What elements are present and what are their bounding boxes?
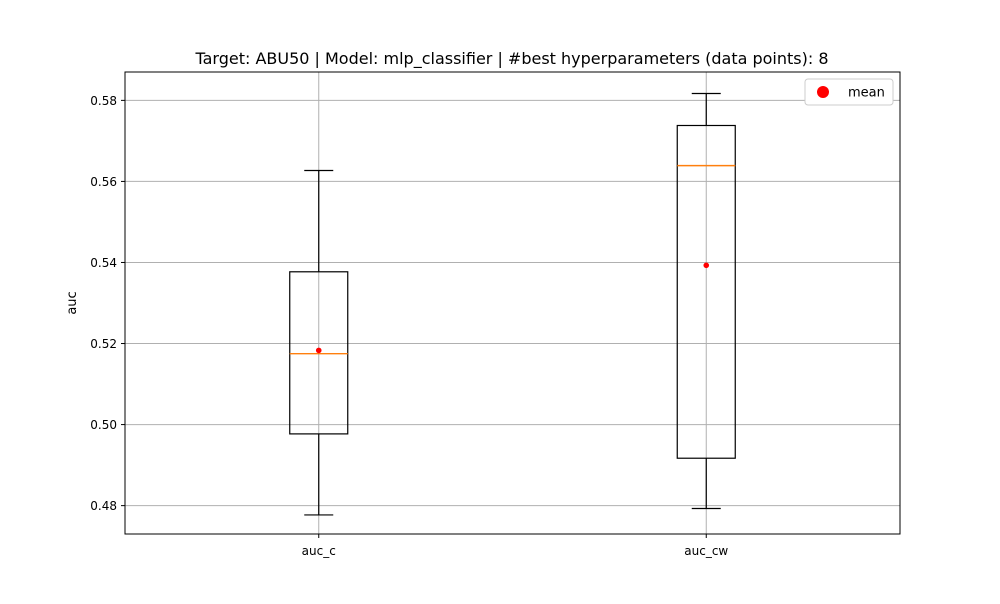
y-tick-label: 0.54 bbox=[90, 256, 117, 270]
box-group-auc_c bbox=[289, 169, 349, 516]
legend: mean bbox=[804, 78, 894, 106]
y-tick-label: 0.58 bbox=[90, 94, 117, 108]
mean-marker bbox=[703, 262, 710, 269]
y-tick-label: 0.52 bbox=[90, 337, 117, 351]
mean-marker bbox=[315, 347, 322, 354]
y-tick-label: 0.56 bbox=[90, 175, 117, 189]
legend-frame bbox=[804, 78, 894, 106]
box-iqr bbox=[676, 124, 736, 459]
legend-marker bbox=[817, 86, 829, 98]
x-tick-label: auc_cw bbox=[684, 544, 728, 558]
y-axis-label: auc bbox=[65, 291, 80, 314]
legend-box: mean bbox=[804, 78, 894, 106]
box-group-auc_cw bbox=[676, 92, 736, 510]
legend-label: mean bbox=[848, 86, 885, 101]
y-tick-label: 0.48 bbox=[90, 499, 117, 513]
x-tick-label: auc_c bbox=[302, 544, 336, 558]
boxes bbox=[289, 92, 736, 516]
box-iqr bbox=[289, 271, 349, 435]
y-tick-label: 0.50 bbox=[90, 418, 117, 432]
chart-title: Target: ABU50 | Model: mlp_classifier | … bbox=[194, 49, 828, 69]
plot-frame bbox=[124, 71, 901, 535]
axes: 0.48 0.50 0.52 0.54 0.56 0.58 auc_c auc_cw bbox=[90, 71, 901, 558]
